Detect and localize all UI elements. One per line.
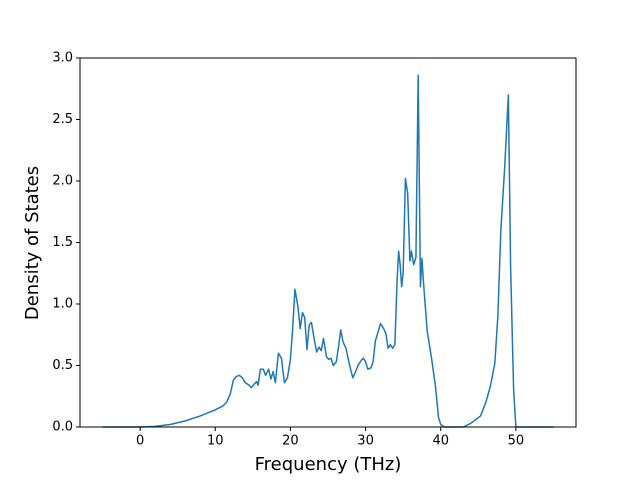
y-tick-label: 3.0 [52, 51, 73, 66]
y-tick-label: 2.5 [52, 112, 73, 127]
y-tick-label: 2.0 [52, 174, 73, 189]
x-tick-label: 20 [282, 434, 299, 449]
data-line [102, 74, 554, 428]
x-tick-label: 10 [207, 434, 224, 449]
x-axis-label: Frequency (THz) [255, 454, 402, 475]
y-axis-label: Density of States [22, 166, 43, 320]
y-tick-label: 1.5 [52, 235, 73, 250]
x-tick-label: 30 [357, 434, 374, 449]
y-tick-label: 1.0 [52, 297, 73, 312]
x-tick-label: 0 [136, 434, 144, 449]
x-tick-label: 40 [432, 434, 449, 449]
y-tick-label: 0.5 [52, 358, 73, 373]
y-tick-label: 0.0 [52, 420, 73, 435]
x-tick-label: 50 [508, 434, 525, 449]
